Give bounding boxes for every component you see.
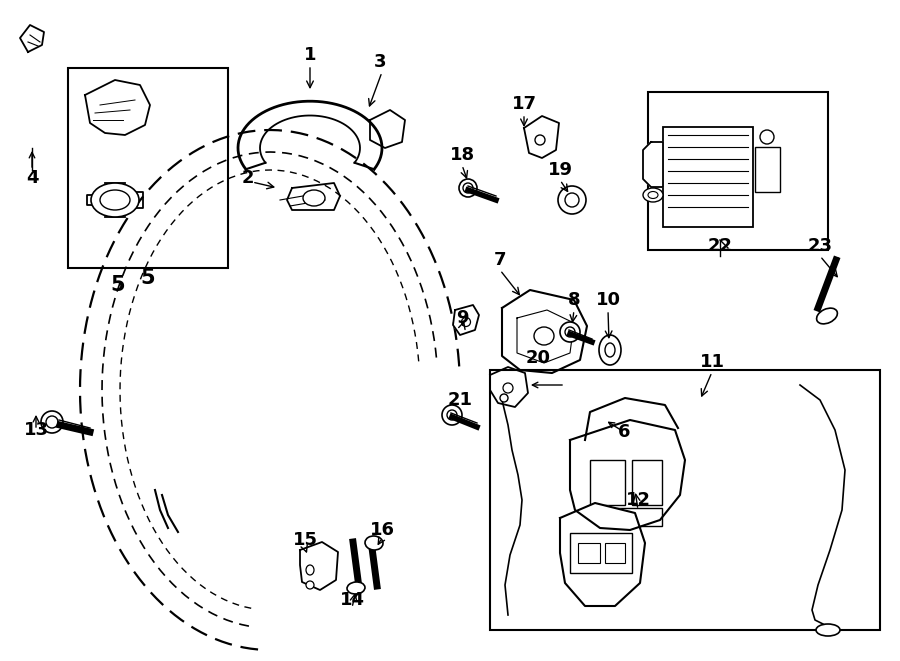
Ellipse shape [643, 188, 663, 202]
Ellipse shape [605, 343, 615, 357]
Ellipse shape [503, 383, 513, 393]
Polygon shape [643, 142, 663, 187]
Text: 18: 18 [449, 146, 474, 164]
Ellipse shape [565, 327, 575, 337]
Text: 8: 8 [568, 291, 580, 309]
Text: 17: 17 [511, 95, 536, 113]
Polygon shape [502, 290, 587, 373]
Ellipse shape [500, 394, 508, 402]
Ellipse shape [306, 565, 314, 575]
Text: 15: 15 [292, 531, 318, 549]
Ellipse shape [306, 581, 314, 589]
Polygon shape [570, 420, 685, 530]
Ellipse shape [565, 193, 579, 207]
Ellipse shape [459, 179, 477, 197]
Text: 5: 5 [111, 275, 125, 295]
Ellipse shape [648, 192, 658, 198]
Text: 6: 6 [617, 423, 630, 441]
Bar [578, 543, 600, 563]
Bar [663, 127, 753, 227]
Bar [755, 147, 780, 192]
Ellipse shape [442, 405, 462, 425]
Text: 13: 13 [23, 421, 49, 439]
Polygon shape [85, 80, 150, 135]
Ellipse shape [535, 135, 545, 145]
Text: 3: 3 [374, 53, 386, 71]
Ellipse shape [560, 322, 580, 342]
Ellipse shape [816, 624, 840, 636]
Ellipse shape [463, 183, 473, 193]
Text: 7: 7 [494, 251, 506, 269]
Bar [490, 370, 880, 630]
Bar [590, 508, 662, 526]
Text: 16: 16 [370, 521, 394, 539]
Text: 5: 5 [140, 268, 156, 288]
Polygon shape [300, 542, 338, 590]
Polygon shape [287, 183, 340, 210]
Bar [590, 460, 625, 505]
Ellipse shape [816, 308, 837, 324]
Ellipse shape [365, 536, 383, 550]
Ellipse shape [347, 582, 365, 594]
Polygon shape [490, 367, 528, 407]
Text: 21: 21 [447, 391, 473, 409]
Ellipse shape [91, 183, 139, 217]
Text: 23: 23 [807, 237, 833, 255]
Ellipse shape [462, 317, 471, 327]
Text: 20: 20 [526, 349, 551, 367]
Text: 14: 14 [339, 591, 365, 609]
Text: 2: 2 [242, 169, 254, 187]
Bar [632, 460, 662, 505]
Ellipse shape [760, 130, 774, 144]
Text: 9: 9 [455, 309, 468, 327]
Ellipse shape [46, 416, 58, 428]
Bar [605, 543, 625, 563]
Ellipse shape [41, 411, 63, 433]
Ellipse shape [447, 410, 457, 420]
Text: 19: 19 [547, 161, 572, 179]
Bar [648, 92, 828, 250]
Text: 22: 22 [707, 237, 733, 255]
Ellipse shape [558, 186, 586, 214]
Text: 11: 11 [699, 353, 725, 371]
Bar [68, 68, 228, 268]
Text: 1: 1 [304, 46, 316, 64]
Polygon shape [370, 110, 405, 148]
Ellipse shape [534, 327, 554, 345]
Text: 12: 12 [626, 491, 651, 509]
Ellipse shape [100, 190, 130, 210]
Ellipse shape [303, 190, 325, 206]
Ellipse shape [599, 335, 621, 365]
Text: 4: 4 [26, 169, 38, 187]
Bar [570, 533, 632, 573]
Text: 10: 10 [596, 291, 620, 309]
Polygon shape [560, 503, 645, 606]
Polygon shape [453, 305, 479, 335]
Polygon shape [524, 116, 559, 158]
